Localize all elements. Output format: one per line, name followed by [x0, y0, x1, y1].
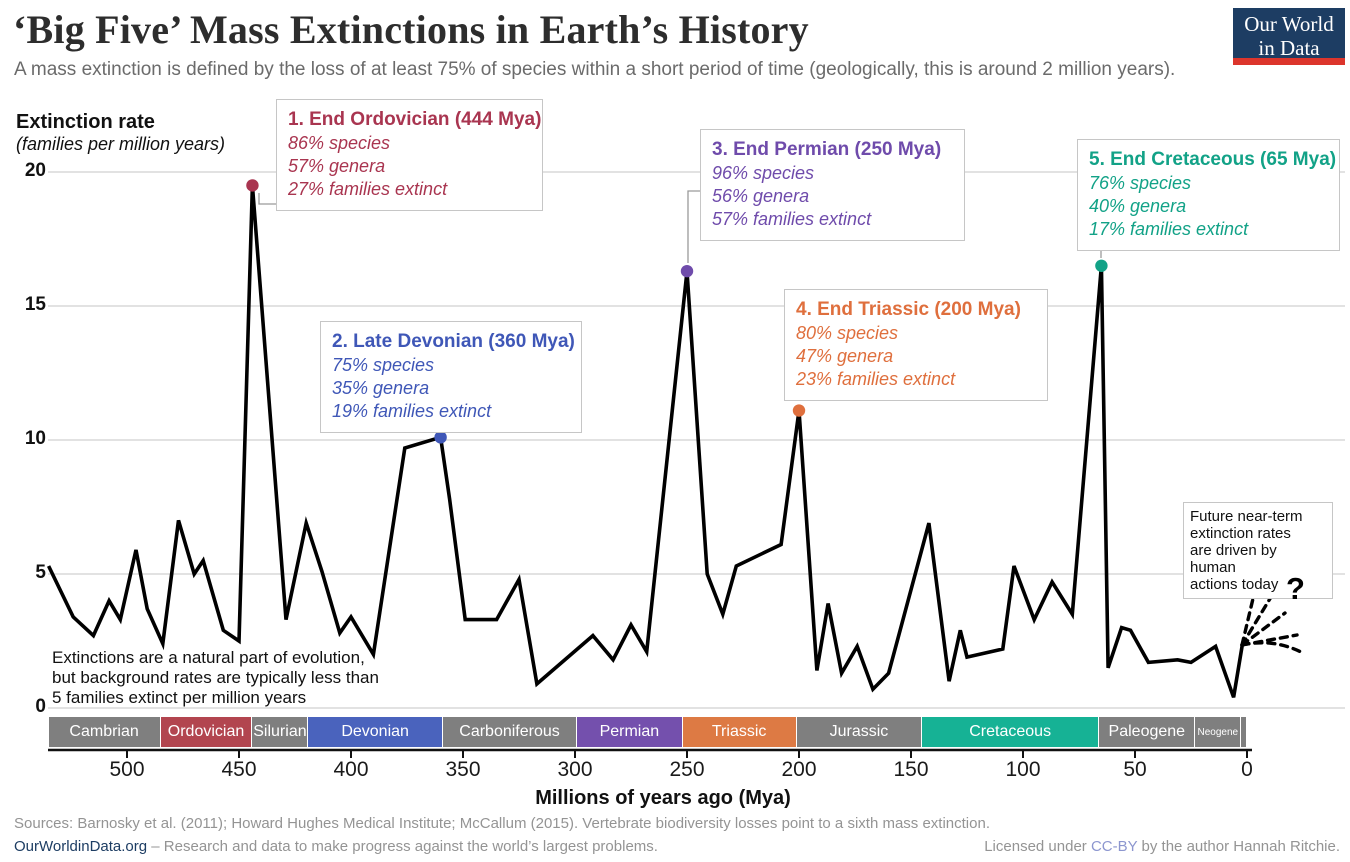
period-segment-permian: Permian — [577, 717, 683, 747]
period-segment-neogene: Neogene — [1195, 717, 1242, 747]
annotation-species: 86% species — [288, 133, 391, 153]
future-question-mark: ? — [1286, 571, 1305, 606]
annotation-families: 17% families extinct — [1089, 219, 1249, 239]
peak-dot-5 — [1095, 259, 1108, 272]
period-segment-cambrian: Cambrian — [48, 717, 161, 747]
x-axis-title: Millions of years ago (Mya) — [535, 787, 791, 809]
annotation-families: 57% families extinct — [712, 209, 872, 229]
y-tick-label-15: 15 — [24, 294, 46, 315]
annotation-families: 19% families extinct — [332, 401, 492, 421]
footer-tagline: OurWorldinData.org – Research and data t… — [14, 838, 658, 855]
x-tick-label-0: 0 — [1241, 758, 1253, 781]
owid-logo-line2: in Data — [1258, 36, 1320, 60]
annotation-genera: 40% genera — [1089, 196, 1187, 216]
peak-dot-3 — [680, 264, 694, 278]
peak-dot-4 — [792, 404, 806, 417]
y-tick-label-20: 20 — [24, 160, 46, 181]
period-segment-jurassic: Jurassic — [796, 717, 923, 747]
x-tick-label-500: 500 — [109, 758, 145, 781]
period-segment-cretaceous: Cretaceous — [922, 717, 1100, 747]
extinction-rate-line — [46, 185, 1245, 698]
period-segment-devonian: Devonian — [308, 717, 443, 747]
period-segment-silurian: Silurian — [252, 717, 309, 747]
background-rate-note: Extinctions are a natural part of evolut… — [52, 648, 379, 707]
sources-text: Sources: Barnosky et al. (2011); Howard … — [14, 815, 990, 832]
x-tick-label-150: 150 — [893, 758, 929, 781]
x-tick-label-350: 350 — [445, 758, 481, 781]
annotation-title: 1. End Ordovician (444 Mya) — [288, 109, 542, 130]
x-tick-label-400: 400 — [333, 758, 369, 781]
period-segment-triassic: Triassic — [682, 717, 797, 747]
annotation-title: 2. Late Devonian (360 Mya) — [332, 331, 575, 352]
period-segment-paleogene: Paleogene — [1099, 717, 1196, 747]
page-title: ‘Big Five’ Mass Extinctions in Earth’s H… — [13, 7, 809, 52]
cc-by-link[interactable]: CC-BY — [1090, 838, 1138, 855]
annotation-box-end-permian: 3. End Permian (250 Mya) 96% species 56%… — [700, 129, 965, 241]
annotation-box-end-cretaceous: 5. End Cretaceous (65 Mya) 76% species 4… — [1077, 139, 1340, 251]
annotation-genera: 56% genera — [712, 186, 810, 206]
owid-logo-line1: Our World — [1244, 12, 1334, 36]
annotation-genera: 35% genera — [332, 378, 430, 398]
annotation-genera: 47% genera — [796, 346, 894, 366]
annotation-species: 75% species — [332, 355, 435, 375]
x-tick-label-50: 50 — [1123, 758, 1147, 781]
annotation-families: 23% families extinct — [796, 369, 956, 389]
y-axis-title: Extinction rate (families per million ye… — [16, 111, 226, 154]
owid-logo: Our World in Data — [1233, 8, 1345, 65]
license-text: Licensed under CC-BY by the author Hanna… — [984, 838, 1340, 855]
y-tick-label-5: 5 — [35, 562, 46, 583]
annotation-box-end-ordovician: 1. End Ordovician (444 Mya) 86% species … — [276, 99, 543, 211]
future-rates-note: Future near-term extinction rates are dr… — [1183, 502, 1333, 599]
annotation-species: 80% species — [796, 323, 899, 343]
y-tick-label-10: 10 — [24, 428, 46, 449]
x-tick-label-450: 450 — [221, 758, 257, 781]
annotation-genera: 57% genera — [288, 156, 386, 176]
x-tick-label-200: 200 — [781, 758, 817, 781]
annotation-families: 27% families extinct — [288, 179, 448, 199]
x-tick-label-300: 300 — [557, 758, 593, 781]
x-tick-label-100: 100 — [1005, 758, 1041, 781]
future-projection-dashes — [1240, 584, 1305, 655]
period-segment-ordovician: Ordovician — [160, 717, 253, 747]
annotation-box-late-devonian: 2. Late Devonian (360 Mya) 75% species 3… — [320, 321, 582, 433]
y-tick-label-0: 0 — [35, 696, 46, 717]
peak-dot-1 — [246, 179, 259, 192]
page-subtitle: A mass extinction is defined by the loss… — [14, 59, 1176, 80]
annotation-species: 96% species — [712, 163, 815, 183]
period-segment-quaternary — [1241, 717, 1247, 747]
peak-dot-2 — [434, 431, 447, 444]
period-segment-carboniferous: Carboniferous — [442, 717, 578, 747]
x-tick-label-250: 250 — [669, 758, 705, 781]
annotation-title: 4. End Triassic (200 Mya) — [796, 299, 1021, 320]
owid-site-link[interactable]: OurWorldinData.org — [14, 838, 148, 855]
annotation-title: 5. End Cretaceous (65 Mya) — [1089, 149, 1337, 170]
annotation-species: 76% species — [1089, 173, 1192, 193]
annotation-title: 3. End Permian (250 Mya) — [712, 139, 942, 160]
annotation-leader-lines — [258, 190, 1102, 263]
annotation-box-end-triassic: 4. End Triassic (200 Mya) 80% species 47… — [784, 289, 1048, 401]
